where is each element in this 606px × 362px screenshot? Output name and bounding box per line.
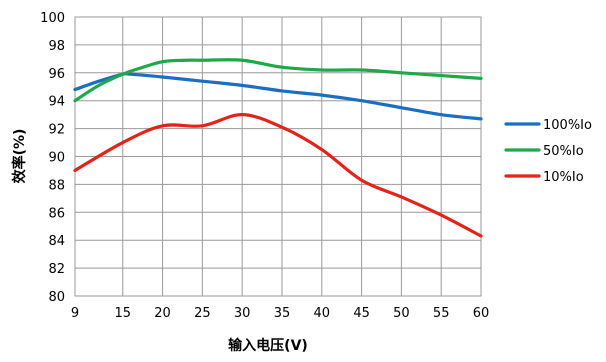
y-tick-label: 86	[48, 206, 65, 221]
series-line-2	[73, 113, 483, 238]
x-tick-label: 40	[314, 306, 331, 321]
y-axis-title: 效率(%)	[11, 129, 28, 184]
y-tick-label: 80	[48, 290, 65, 305]
y-tick-label: 98	[48, 39, 65, 54]
x-tick-label: 45	[353, 306, 370, 321]
legend: 100%Io 50%Io 10%Io	[504, 118, 592, 185]
tick-layer: 9 15 20 25 30 35 40 45 50 55 60 80 82 84 86 88 90 92 94 96 9…	[40, 11, 489, 321]
legend-label: 50%Io	[543, 144, 584, 159]
x-tick-label: 60	[473, 306, 490, 321]
y-tick-label: 88	[48, 178, 65, 193]
plot-frame	[74, 16, 482, 297]
x-tick-label: 9	[71, 306, 79, 321]
x-axis-title: 输入电压(V)	[228, 337, 308, 354]
y-tick-label: 96	[48, 67, 65, 82]
x-tick-label: 35	[274, 306, 291, 321]
x-tick-label: 15	[114, 306, 131, 321]
series-line-1	[73, 58, 483, 103]
series-line-0	[73, 71, 483, 121]
x-tick-label: 20	[154, 306, 171, 321]
y-tick-label: 82	[48, 262, 65, 277]
x-tick-label: 30	[234, 306, 251, 321]
y-tick-label: 84	[48, 234, 65, 249]
y-tick-label: 100	[40, 11, 65, 26]
grid-layer	[74, 16, 482, 297]
legend-label: 100%Io	[543, 118, 592, 133]
series-layer	[73, 58, 483, 238]
x-tick-label: 25	[194, 306, 211, 321]
y-tick-label: 92	[48, 123, 65, 138]
y-tick-label: 94	[48, 95, 65, 110]
y-tick-label: 90	[48, 151, 65, 166]
legend-label: 10%Io	[543, 170, 584, 185]
x-tick-label: 55	[433, 306, 450, 321]
x-tick-label: 50	[393, 306, 410, 321]
